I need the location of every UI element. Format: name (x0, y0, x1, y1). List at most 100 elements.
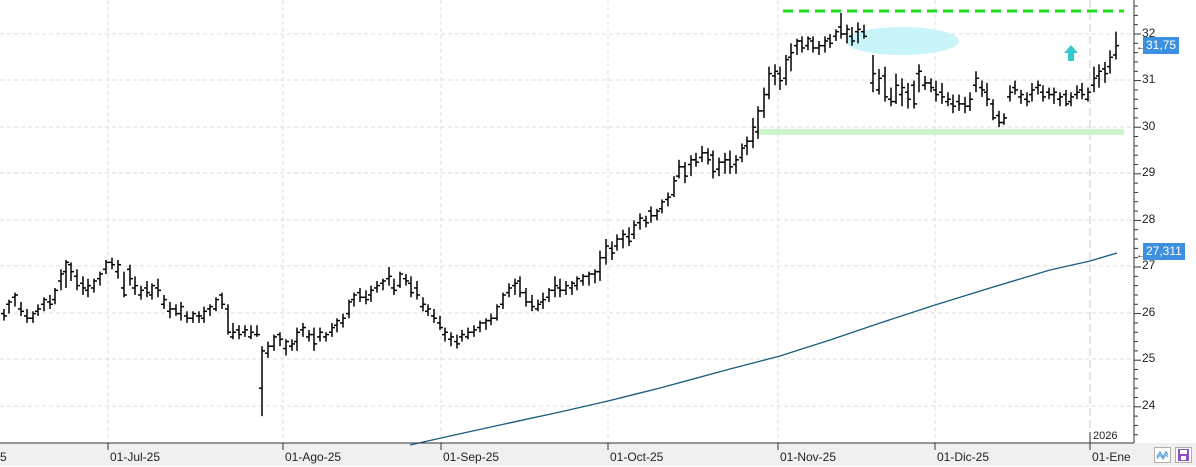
ohlc-bar (984, 82, 990, 107)
ohlc-bar (161, 294, 167, 309)
ohlc-bar (603, 239, 609, 265)
ohlc-bar (777, 66, 783, 90)
ohlc-bar (323, 332, 329, 342)
ohlc-bar (1113, 31, 1119, 60)
ohlc-bar (1068, 92, 1074, 107)
ohlc-bar (535, 299, 541, 312)
ohlc-bar (236, 325, 242, 340)
ohlc-bar (138, 285, 144, 300)
ohlc-bar (213, 297, 219, 312)
ohlc-bar (788, 43, 794, 72)
ohlc-bar (899, 78, 905, 107)
ohlc-bar (609, 241, 615, 261)
ohlc-bar (454, 334, 460, 349)
y-axis-label: 32 (1142, 26, 1156, 40)
line-chart-icon (1156, 450, 1169, 460)
y-axis-background (1134, 0, 1196, 443)
ohlc-bar (586, 271, 592, 286)
ohlc-bar (52, 287, 58, 305)
ohlc-bar (178, 301, 184, 321)
ohlc-bar (1046, 87, 1052, 100)
ohlc-bar (893, 73, 899, 104)
ohlc-bar (500, 292, 506, 309)
ohlc-bar (1035, 80, 1041, 95)
ohlc-bar (12, 292, 18, 307)
ohlc-bar (24, 308, 30, 323)
ohlc-bar (855, 22, 861, 44)
ohlc-bar (248, 325, 254, 340)
ohlc-bar (722, 152, 728, 174)
ohlc-bar (833, 29, 839, 41)
ohlc-bar (127, 264, 133, 286)
ohlc-bar (614, 234, 620, 251)
ohlc-bar (822, 36, 828, 53)
y-axis-label: 25 (1142, 351, 1156, 365)
ohlc-bar (1074, 85, 1080, 100)
ohlc-bar (523, 287, 529, 307)
ohlc-bar (368, 285, 374, 302)
ohlc-bar (437, 315, 443, 330)
save-button[interactable] (1175, 447, 1192, 463)
ohlc-bar (35, 304, 41, 316)
ohlc-bar (414, 280, 420, 300)
ohlc-bar (569, 280, 575, 295)
axes: ←← (0, 0, 1147, 450)
ohlc-bar (956, 94, 962, 111)
ohlc-bar (1007, 85, 1013, 102)
ohlc-bar (557, 278, 563, 298)
ohlc-bar (1091, 66, 1097, 93)
ohlc-bar (265, 341, 271, 358)
gridlines (0, 0, 1134, 443)
ohlc-bar (408, 276, 414, 298)
ohlc-bar (155, 278, 161, 298)
ohlc-bar (271, 334, 277, 351)
ohlc-bar (300, 322, 306, 337)
ohlc-bar (357, 287, 363, 302)
y-axis-label: 30 (1142, 119, 1156, 133)
x-axis-background (0, 443, 1196, 466)
last-price-value: 31,75 (1146, 38, 1177, 52)
ohlc-bar (563, 280, 569, 295)
ohlc-bar (870, 54, 876, 93)
ohlc-bar (80, 276, 86, 295)
ohlc-bar (799, 36, 805, 53)
ohlc-bar (693, 152, 699, 167)
ohlc-bar (659, 199, 665, 214)
ohlc-bar (289, 339, 295, 351)
ohlc-bar (391, 278, 397, 295)
ohlc-bar (471, 325, 477, 337)
ohlc-bar (18, 301, 24, 316)
x-axis-label: 01-Nov-25 (780, 450, 837, 464)
ohlc-bar (196, 311, 202, 323)
ohlc-bar (488, 313, 494, 326)
ohlc-bar (334, 318, 340, 333)
ohlc-bar (552, 276, 558, 298)
ohlc-bar (6, 299, 12, 314)
ohlc-bar (772, 64, 778, 86)
year-marker-label: 2026 (1093, 430, 1118, 442)
ohlc-bar (144, 280, 150, 298)
ohlc-bar (477, 320, 483, 333)
y-axis-label: 27 (1142, 258, 1156, 272)
ohlc-bar (420, 297, 426, 312)
moving-average-path (409, 252, 1118, 446)
ohlc-bar (1085, 87, 1091, 102)
save-icon (1178, 449, 1189, 461)
annotations-front (783, 9, 1124, 61)
moving-average-line (409, 252, 1118, 446)
ohlc-bar (109, 257, 115, 270)
svg-text:←: ← (1136, 41, 1147, 53)
ohlc-bar (494, 304, 500, 321)
ohlc-bar (739, 143, 745, 163)
ohlc-bar (1029, 82, 1035, 102)
ohlc-bar (1102, 61, 1108, 83)
ohlc-bar (1012, 80, 1018, 95)
ohlc-bar (254, 325, 260, 337)
ohlc-bar (346, 299, 352, 319)
up-arrow-icon (1064, 45, 1078, 61)
chart-type-button[interactable] (1154, 447, 1171, 463)
ohlc-bar (403, 273, 409, 286)
ohlc-bar (996, 110, 1002, 128)
